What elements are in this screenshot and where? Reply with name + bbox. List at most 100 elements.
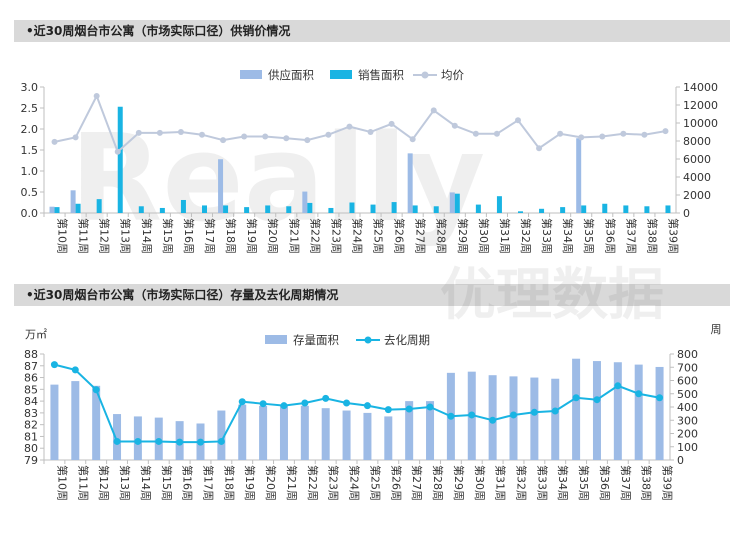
chart2-line-point — [217, 437, 225, 445]
chart1-bar-sales — [117, 106, 123, 213]
chart1-x-tick-label: 第37周 — [624, 218, 638, 254]
chart1-right-tick-label: 10000 — [683, 117, 718, 130]
chart2-bar-stock — [572, 358, 581, 460]
chart2-right-tick-label: 700 — [677, 361, 698, 374]
chart1-line-point — [557, 130, 564, 137]
chart1-line-point — [114, 148, 121, 155]
chart2-x-tick-label: 第12周 — [97, 465, 111, 501]
chart2-left-tick-label: 83 — [24, 407, 38, 420]
chart1-x-tick-label: 第12周 — [98, 218, 112, 254]
chart2-right-tick-label: 600 — [677, 375, 698, 388]
chart1-x-tick-label: 第18周 — [224, 218, 238, 254]
chart1-x-tick-label: 第36周 — [603, 218, 617, 254]
chart1-legend-label: 销售面积 — [358, 68, 404, 82]
chart2-x-tick-label: 第32周 — [515, 465, 529, 501]
chart1-bar-sales — [560, 207, 566, 213]
chart2-x-tick-label: 第24周 — [348, 465, 362, 501]
chart1-right-tick-label: 2000 — [683, 189, 711, 202]
chart2-x-tick-label: 第34周 — [556, 465, 570, 501]
chart2-x-tick-label: 第22周 — [306, 465, 320, 501]
chart1-x-tick-label: 第32周 — [519, 218, 533, 254]
chart1-line-price — [54, 93, 666, 154]
chart1-right-tick-label: 6000 — [683, 153, 711, 166]
chart1-right-tick-label: 4000 — [683, 171, 711, 184]
chart1-bar-sales — [75, 203, 81, 213]
chart1-x-tick-label: 第13周 — [119, 218, 133, 254]
chart2-bar-stock — [92, 385, 101, 460]
chart2-line-point — [489, 416, 497, 424]
chart2-line-point — [71, 366, 79, 374]
chart1-bar-sales — [370, 204, 376, 213]
chart2-line-point — [155, 437, 163, 445]
chart2-x-tick-label: 第37周 — [619, 465, 633, 501]
chart2-line-point — [50, 361, 58, 369]
chart1-x-tick-label: 第28周 — [435, 218, 449, 254]
chart2-line-point — [384, 406, 392, 414]
chart1-x-tick-label: 第23周 — [329, 218, 343, 254]
chart2-x-tick-label: 第10周 — [55, 465, 69, 501]
chart1-left-tick-label: 2.0 — [21, 123, 39, 136]
chart1-bar-sales — [539, 208, 545, 213]
chart1-line-point — [283, 135, 290, 142]
chart2-x-tick-label: 第25周 — [368, 465, 382, 501]
chart1-line-point — [241, 133, 248, 140]
chart2-x-tick-label: 第33周 — [535, 465, 549, 501]
chart2-left-tick-label: 84 — [24, 395, 38, 408]
chart2-legend-marker — [364, 336, 372, 344]
chart1-x-tick-label: 第14周 — [140, 218, 154, 254]
chart2-x-tick-label: 第16周 — [181, 465, 195, 501]
chart1-bar-sales — [623, 205, 629, 213]
chart1-line-point — [430, 107, 437, 114]
chart1-x-tick-label: 第19周 — [245, 218, 259, 254]
chart1-line-point — [578, 134, 585, 141]
chart1-bar-supply — [407, 153, 413, 213]
chart2-left-tick-label: 86 — [24, 372, 38, 385]
chart2-bar-stock — [279, 405, 288, 460]
chart1-x-tick-label: 第20周 — [266, 218, 280, 254]
chart1-bar-supply — [449, 192, 455, 213]
chart2-x-tick-label: 第18周 — [222, 465, 236, 501]
chart2-line-cycle — [54, 363, 660, 444]
chart1-bar-sales — [223, 205, 229, 213]
chart1-bar-sales — [96, 199, 102, 213]
chart1-x-tick-label: 第33周 — [540, 218, 554, 254]
chart1-x-tick-label: 第15周 — [161, 218, 175, 254]
chart2-right-tick-label: 0 — [677, 454, 684, 467]
chart1-x-tick-label: 第34周 — [561, 218, 575, 254]
chart2-line-point — [92, 386, 100, 394]
chart1-bar-sales — [307, 202, 313, 213]
chart1-legend-swatch — [330, 70, 352, 79]
chart1-bar-sales — [265, 205, 271, 213]
chart1-bar-supply — [49, 206, 55, 213]
chart2-x-tick-label: 第17周 — [202, 465, 216, 501]
chart1-bar-supply — [302, 191, 308, 213]
chart2-line-point — [468, 411, 476, 419]
chart1-x-tick-label: 第22周 — [308, 218, 322, 254]
chart2-line-point — [280, 402, 288, 410]
chart2-legend-swatch — [265, 335, 287, 344]
chart2-right-tick-label: 500 — [677, 388, 698, 401]
chart1-line-point — [262, 133, 269, 140]
chart1-x-tick-label: 第26周 — [393, 218, 407, 254]
chart1-bar-sales — [349, 202, 355, 213]
chart2-bar-stock — [71, 381, 80, 460]
chart2-bar-stock — [300, 405, 309, 460]
chart1-line-point — [199, 131, 205, 138]
chart1-legend-marker — [421, 71, 429, 79]
chart2-line-point — [363, 402, 371, 410]
chart1-left-tick-label: 0.5 — [21, 186, 39, 199]
chart2-line-point — [426, 403, 434, 411]
chart2-x-tick-label: 第21周 — [285, 465, 299, 501]
chart1-line-point — [409, 136, 416, 143]
chart2-x-tick-label: 第15周 — [160, 465, 174, 501]
chart2-right-tick-label: 300 — [677, 414, 698, 427]
chart1-x-tick-label: 第24周 — [350, 218, 364, 254]
chart1-legend-label: 供应面积 — [268, 68, 314, 82]
chart1-bar-sales — [454, 193, 460, 213]
chart2-bar-stock — [530, 377, 539, 460]
chart2-bar-stock — [551, 378, 560, 460]
chart1-line-point — [536, 145, 543, 152]
chart2-x-tick-label: 第39周 — [661, 465, 675, 501]
chart1-bar-supply — [576, 138, 582, 213]
chart1-line-point — [641, 131, 648, 138]
